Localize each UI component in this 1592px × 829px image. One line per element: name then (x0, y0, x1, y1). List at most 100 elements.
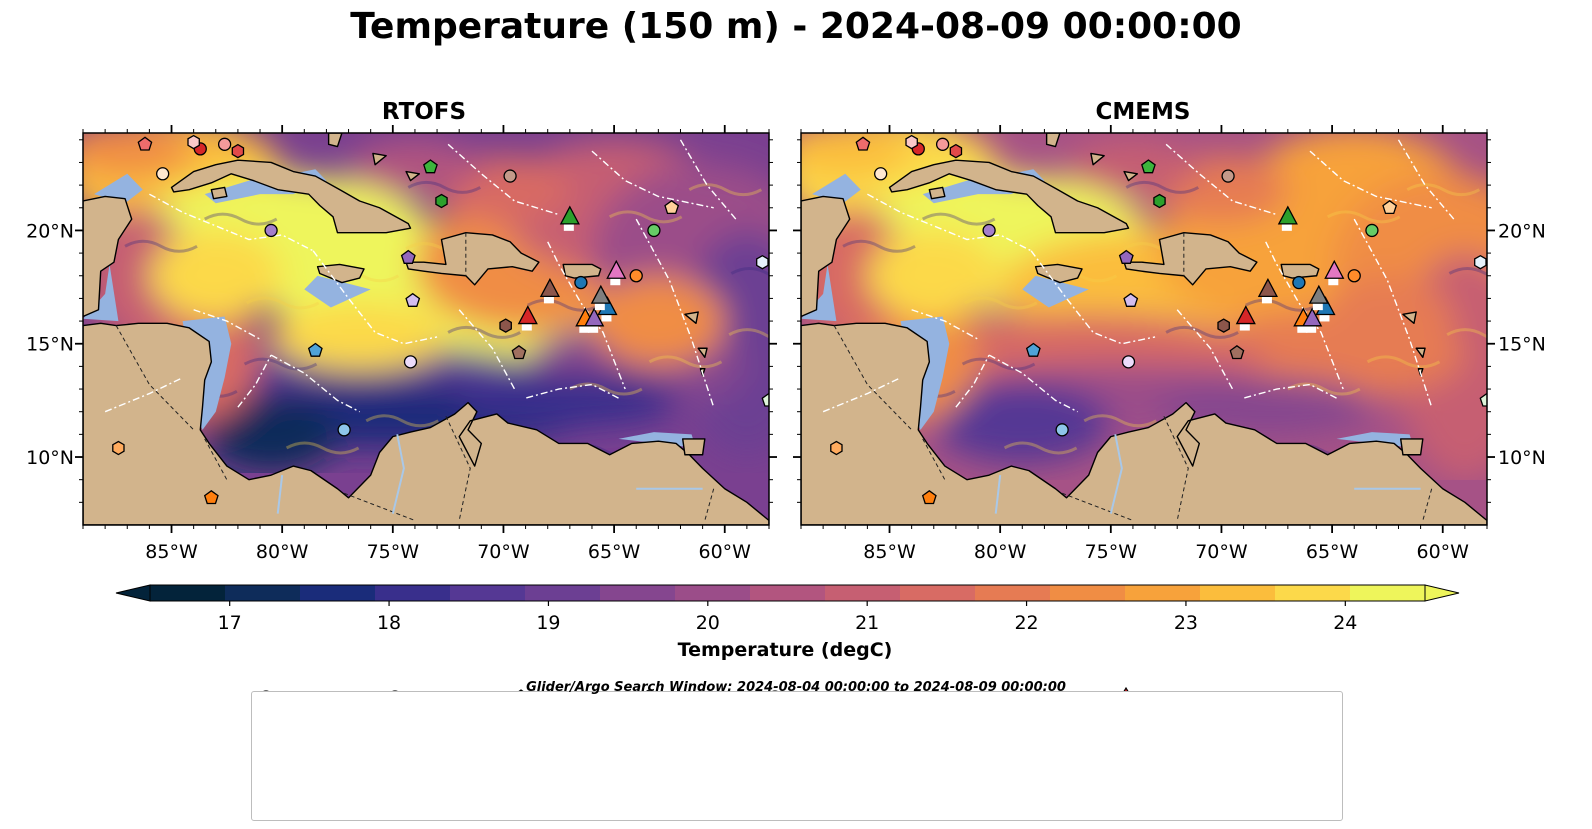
float-marker-4903553 (217, 137, 232, 151)
colorbar-segment (750, 585, 826, 601)
float-marker-4903563 (982, 223, 996, 238)
colorbar-segment (450, 585, 526, 601)
float-marker-4902609 (1347, 269, 1361, 283)
float-marker-4903554 (187, 134, 200, 150)
float-marker-6903137 (511, 344, 527, 360)
glider-track (601, 313, 612, 322)
legend-box (251, 691, 1343, 821)
float-marker-ng278-20240711T0000 (539, 277, 561, 297)
colorbar-segment (1200, 585, 1276, 601)
colorbar-segment (975, 585, 1051, 601)
lat-tick-label: 10°N (26, 447, 74, 469)
float-marker-ng412-20240710T0000 (1324, 259, 1345, 279)
glider-track (1312, 302, 1323, 311)
lon-tick-label: 85°W (145, 541, 198, 563)
colorbar-tick-label: 17 (218, 612, 242, 634)
float-marker-SG678-20240617T1202 (584, 307, 605, 327)
colorbar-tick-label: 24 (1333, 612, 1357, 634)
glider-track (563, 222, 574, 231)
float-marker-6903135 (1121, 355, 1136, 369)
float-marker-SG663-20240710T1312 (1235, 305, 1256, 325)
float-marker-4903186 (112, 440, 125, 456)
float-marker-SG678-20240617T1202 (1302, 307, 1323, 327)
colorbar-extend-low (115, 584, 151, 602)
eez-boundaries (822, 139, 1455, 413)
float-marker-ng656-20240613T0000 (590, 284, 611, 304)
float-marker-4903333 (647, 223, 661, 238)
glider-track (588, 324, 599, 333)
float-marker-6903134 (405, 292, 421, 307)
glider-track (543, 295, 554, 304)
glider-track (610, 277, 621, 286)
glider-track (1319, 313, 1330, 322)
float-marker-4903558 (1118, 249, 1134, 264)
glider-track (521, 322, 532, 331)
float-marker-ng278-20240711T0000 (1257, 277, 1279, 297)
float-marker-4902476 (921, 489, 937, 505)
map-panel-rtofs[interactable] (61, 117, 813, 525)
float-marker-4903279 (423, 159, 438, 174)
float-marker-SG649-20240712T1133 (1277, 205, 1298, 225)
colorbar-segment (225, 585, 301, 601)
lon-tick-label: 80°W (974, 541, 1027, 563)
float-marker-4903244 (664, 199, 680, 215)
float-marker-4903458 (761, 392, 769, 407)
float-marker-4903279 (1141, 159, 1156, 174)
colorbar-segment (825, 585, 901, 601)
float-marker-4903250 (874, 167, 888, 181)
colorbar-tick-label: 19 (536, 612, 560, 634)
eez-boundaries (104, 139, 737, 413)
land-layer (83, 133, 769, 525)
glider-track (1281, 222, 1292, 231)
lon-tick-label: 60°W (1417, 541, 1470, 563)
land-layer (801, 133, 1487, 525)
lon-tick-label: 75°W (1085, 541, 1138, 563)
colorbar: 17 18 19 20 21 22 23 24 (115, 584, 1460, 634)
glider-track (1328, 277, 1339, 286)
float-marker-2903766 (307, 342, 323, 357)
float-marker-6903727 (1221, 169, 1235, 183)
lat-tick-label: 15°N (26, 334, 74, 356)
float-marker-4903244 (1382, 199, 1398, 215)
lon-tick-label: 65°W (1306, 541, 1359, 563)
float-marker-6903136 (1217, 318, 1230, 333)
float-marker-4902609 (629, 269, 643, 283)
colorbar-segment (1275, 585, 1351, 601)
lat-tick-label: 20°N (1498, 220, 1546, 242)
float-marker-1902314 (1292, 275, 1306, 290)
colorbar-tick-label: 21 (855, 612, 879, 634)
map-panel-cmems[interactable] (779, 117, 1554, 525)
lon-tick-label: 70°W (477, 541, 530, 563)
map-axis-ticks: 85°W 80°W 75°W 70°W 65°W 60°W 85°W 80°W 75°W 70°W… (26, 125, 1546, 563)
colorbar-segment (1050, 585, 1126, 601)
lat-tick-label: 15°N (1498, 334, 1546, 356)
float-marker-ng412-20240710T0000 (606, 259, 627, 279)
float-marker-4903458 (1479, 392, 1487, 407)
lon-tick-label: 70°W (1195, 541, 1248, 563)
panel-title-rtofs: RTOFS (381, 99, 467, 125)
colorbar-segment (150, 585, 226, 601)
colorbar-segment (1125, 585, 1201, 601)
float-marker-ng656-20240613T0000 (1308, 284, 1329, 304)
colorbar-segment (675, 585, 751, 601)
float-marker-6903135 (403, 355, 418, 369)
lon-tick-label: 85°W (863, 541, 916, 563)
colorbar-label: Temperature (degC) (678, 639, 893, 661)
float-marker-6903134 (1123, 292, 1139, 307)
lon-tick-label: 60°W (699, 541, 752, 563)
float-marker-4903563 (264, 223, 278, 238)
float-marker-4903469 (949, 143, 963, 159)
temperature-field (83, 133, 769, 525)
float-marker-4902355 (1474, 254, 1487, 270)
float-marker-SG649-20240712T1133 (559, 205, 580, 225)
float-marker-4903333 (1365, 223, 1379, 238)
colorbar-segment (300, 585, 376, 601)
glider-track (579, 324, 590, 333)
float-marker-SG663-20240710T1312 (517, 305, 538, 325)
float-marker-2903766 (1025, 342, 1041, 357)
panel-title-cmems: CMEMS (1095, 99, 1191, 125)
glider-track (1239, 322, 1250, 331)
float-marker-6903136 (499, 318, 512, 333)
map-frame-rtofs (82, 132, 770, 526)
glider-track (1261, 295, 1272, 304)
